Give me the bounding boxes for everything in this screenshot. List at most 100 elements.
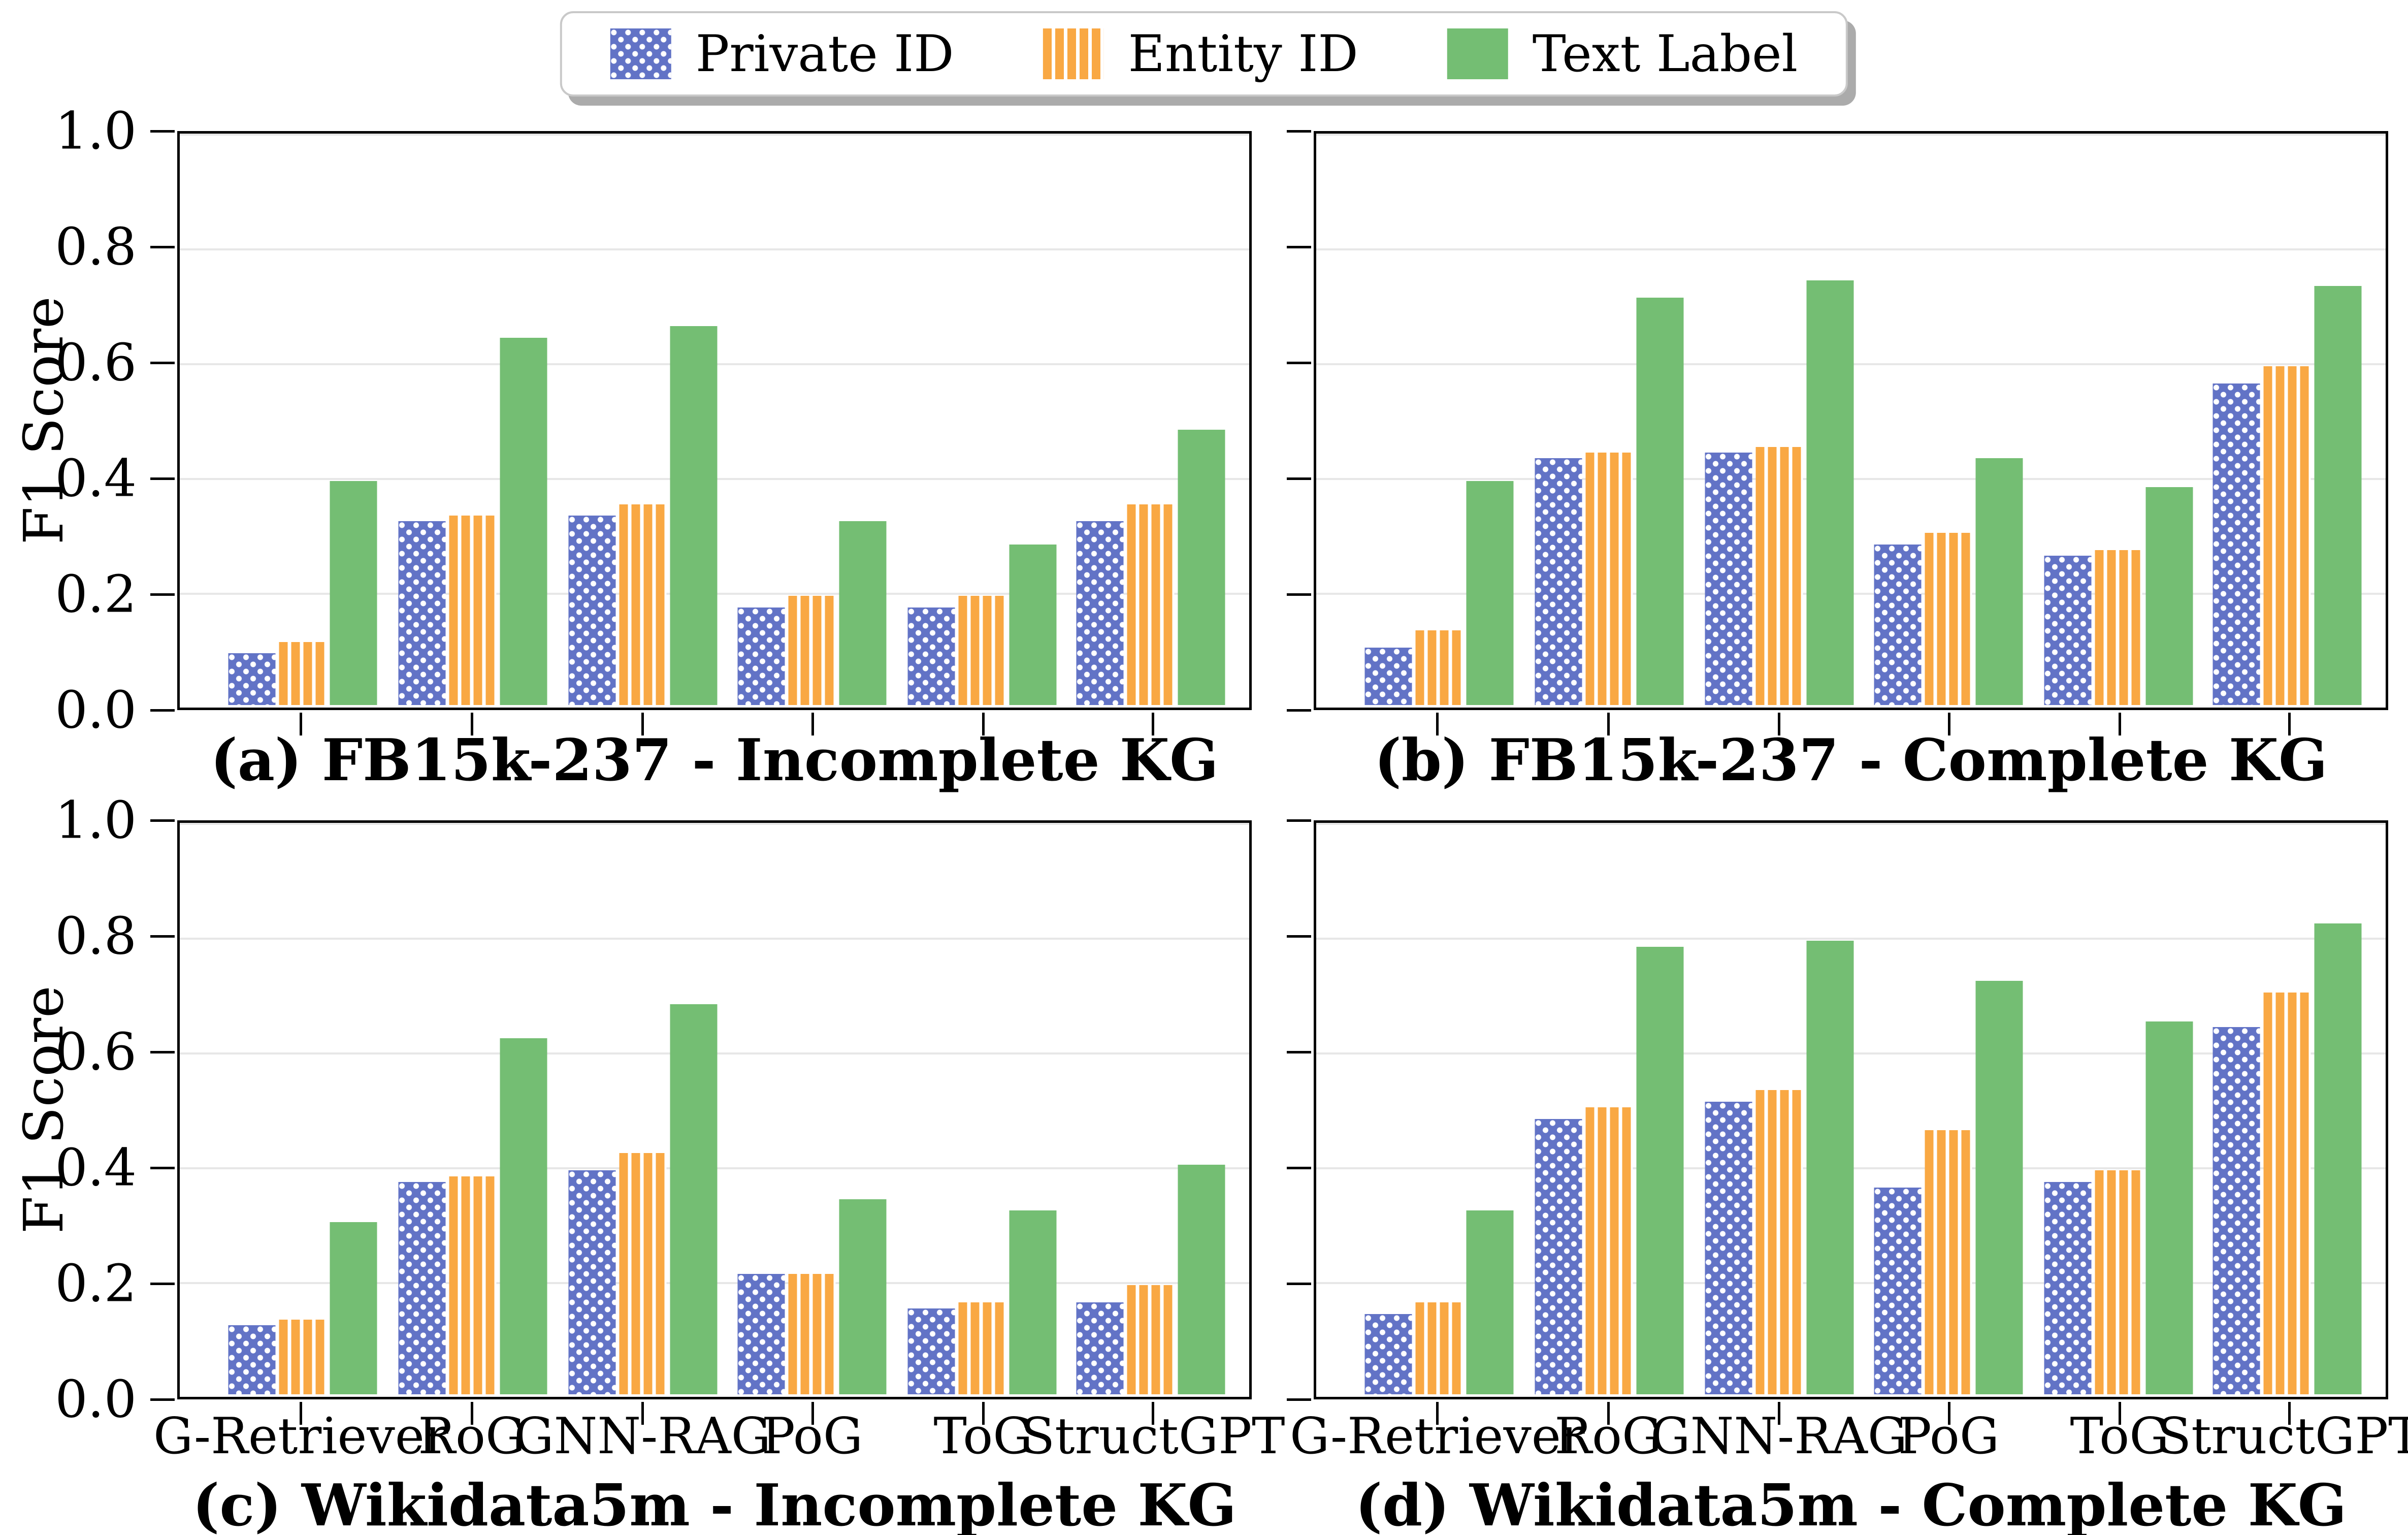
x-axis-tick <box>1436 1402 1439 1425</box>
text-label-bar <box>1466 481 1514 705</box>
y-tick-label: 0.0 <box>55 680 137 740</box>
y-axis-tick <box>1287 1051 1311 1053</box>
entity-id-bar <box>1585 452 1633 705</box>
plot-area <box>1314 131 2388 710</box>
y-tick-label: 1.0 <box>55 101 137 161</box>
y-axis-tick <box>150 1398 175 1401</box>
plot-area <box>1314 820 2388 1399</box>
entity-id-bar <box>958 1302 1005 1394</box>
x-axis-tick <box>1607 713 1610 735</box>
chart-title: (a) FB15k-237 - Incomplete KG <box>210 726 1219 794</box>
text-label-bar <box>2145 1021 2193 1394</box>
text-label-bar <box>330 1222 377 1394</box>
x-axis-tick <box>1778 713 1781 735</box>
entity-id-bar <box>1755 1090 1803 1394</box>
y-axis-tick <box>1287 1398 1311 1401</box>
entity-id-bar <box>2263 366 2311 705</box>
private-id-bar <box>2212 1027 2260 1394</box>
text-label-bar <box>330 481 377 705</box>
y-tick-label: 0.6 <box>55 332 137 393</box>
x-axis-tick <box>1778 1402 1781 1425</box>
entity-id-bar <box>958 596 1005 705</box>
text-label-bar <box>1178 1165 1225 1394</box>
y-axis-tick <box>1287 130 1311 133</box>
private-id-bar <box>1076 1302 1124 1394</box>
text-label-bar <box>839 1199 887 1394</box>
x-tick-label-tog: ToG <box>933 1408 1033 1465</box>
private-id-bar <box>1364 1314 1412 1394</box>
text-label-bar <box>2145 487 2193 705</box>
bar-group-gnn-rag <box>568 131 718 705</box>
chart-title: (d) Wikidata5m - Complete KG <box>1355 1472 2347 1535</box>
x-axis-tick <box>470 1402 473 1425</box>
y-axis-tick <box>150 130 175 133</box>
bar-group-g-retriever <box>1364 131 1514 705</box>
private-id-bar <box>1874 544 1922 705</box>
y-tick-label: 0.0 <box>55 1369 137 1429</box>
chart-wikidata5m-incomplete: (c) Wikidata5m - Incomplete KG 1.0 0.8 0.6… <box>55 794 1285 1534</box>
x-tick-label-pog: PoG <box>1898 1408 2000 1465</box>
y-tick-label: 0.2 <box>55 564 137 624</box>
x-axis-tick <box>982 1402 985 1425</box>
plot-area <box>177 820 1252 1399</box>
x-axis-tick <box>811 1402 814 1425</box>
x-axis-tick <box>1947 713 1950 735</box>
text-label-bar <box>500 1038 547 1394</box>
bar-group-gnn-rag <box>1705 131 1854 705</box>
x-tick-label-structgpt: StructGPT <box>1021 1408 1285 1465</box>
x-tick-label-rog: RoG <box>1554 1408 1662 1465</box>
y-axis-tick <box>1287 246 1311 248</box>
y-tick-label: 0.6 <box>55 1021 137 1082</box>
y-axis-tick <box>150 1283 175 1285</box>
chart-fb15k237-incomplete: (a) FB15k-237 - Incomplete KG 1.0 0.8 0.6 0… <box>55 105 1252 789</box>
bar-group-rog <box>398 131 547 705</box>
entity-id-bar <box>279 1320 327 1394</box>
legend-item-private-id: Private ID <box>610 28 954 79</box>
private-id-bar <box>1874 1188 1922 1394</box>
bar-group-rog <box>1535 820 1684 1394</box>
x-axis-tick <box>641 1402 644 1425</box>
y-axis-tick <box>150 1051 175 1053</box>
private-id-bar <box>2212 383 2260 705</box>
entity-id-bar <box>1415 1302 1463 1394</box>
private-id-bar <box>907 607 955 705</box>
x-axis-tick <box>300 1402 303 1425</box>
y-tick-label: 0.4 <box>55 448 137 508</box>
legend-label: Private ID <box>695 24 954 83</box>
legend-item-entity-id: Entity ID <box>1043 28 1358 79</box>
chart-wikidata5m-complete: (d) Wikidata5m - Complete KG G-Retriever… <box>1287 819 2408 1534</box>
x-axis-tick <box>2288 713 2291 735</box>
legend-item-text-label: Text Label <box>1447 28 1798 79</box>
entity-id-bar <box>1415 630 1463 705</box>
text-label-bar <box>1466 1210 1514 1394</box>
legend-label: Text Label <box>1532 24 1798 83</box>
y-axis-tick <box>150 709 175 712</box>
entity-id-bar <box>2263 993 2311 1394</box>
x-axis-tick <box>470 713 473 735</box>
bar-group-structgpt <box>1076 131 1225 705</box>
bar-group-pog <box>1874 131 2023 705</box>
x-axis-tick <box>1436 713 1439 735</box>
x-axis-tick <box>641 713 644 735</box>
entity-id-bar <box>788 1273 836 1394</box>
y-axis-tick <box>1287 593 1311 596</box>
y-tick-label: 1.0 <box>55 790 137 850</box>
text-label-bar <box>670 1004 718 1394</box>
x-axis-tick <box>1947 1402 1950 1425</box>
private-id-bar <box>907 1308 955 1394</box>
text-label-bar <box>1178 429 1225 705</box>
text-label-bar <box>500 337 547 705</box>
chart-title: (b) FB15k-237 - Complete KG <box>1374 726 2328 794</box>
private-id-bar <box>1364 648 1412 705</box>
x-tick-label-pog: PoG <box>761 1408 863 1465</box>
y-axis-tick <box>1287 477 1311 480</box>
text-label-bar <box>1806 280 1854 705</box>
entity-id-bar <box>1755 446 1803 705</box>
text-label-bar <box>1806 941 1854 1394</box>
entity-id-bar <box>1925 533 1972 705</box>
bar-group-rog <box>398 820 547 1394</box>
y-axis-tick <box>150 593 175 596</box>
x-tick-label-gnn-rag: GNN-RAG <box>1650 1408 1908 1465</box>
y-axis-tick <box>1287 819 1311 822</box>
